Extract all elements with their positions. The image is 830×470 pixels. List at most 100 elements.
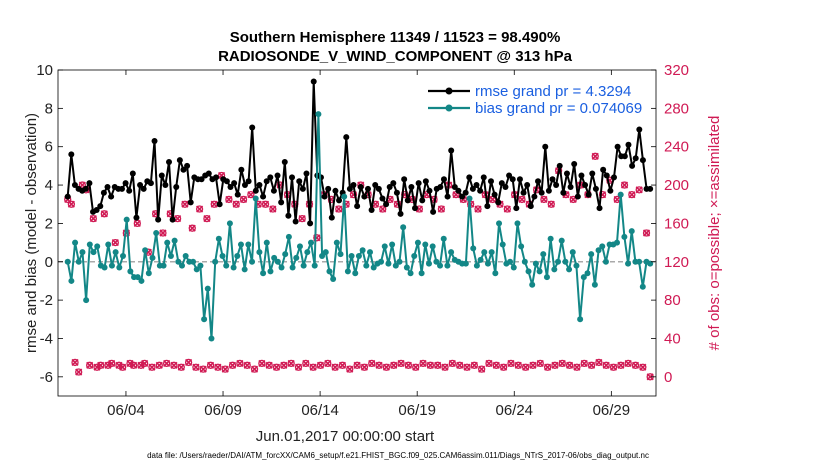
series-point-rmse [328,214,335,221]
series-point-rmse [68,151,75,158]
obs-possible-point [302,359,310,368]
obs-possible-point [75,368,83,376]
legend-marker-bias [445,104,453,112]
obs-possible-point [437,205,446,213]
obs-assimilated-point [390,361,398,369]
y-right-tick-label: 40 [664,330,681,347]
obs-assimilated-point [130,361,138,369]
series-point-rmse [343,134,350,141]
series-point-bias [396,258,403,265]
series-point-rmse [592,185,599,192]
series-point-bias [400,224,407,231]
obs-assimilated-point [250,365,259,373]
y-tick-label: 10 [36,62,53,79]
series-point-bias [326,268,333,275]
series-point-bias [341,193,348,200]
series-point-rmse [448,147,455,154]
y-right-tick-label: 200 [664,177,689,194]
series-point-rmse [249,124,256,131]
series-point-rmse [484,203,491,210]
obs-assimilated-point [507,359,515,367]
series-point-rmse [104,183,111,190]
obs-possible-point [258,359,266,368]
series-point-rmse [610,174,617,181]
series-point-rmse [632,155,639,162]
obs-possible-point [86,361,94,369]
obs-possible-point [89,214,98,223]
series-point-bias [263,239,270,246]
series-point-bias [543,274,550,281]
obs-assimilated-point [324,359,332,367]
obs-assimilated-point [617,361,625,369]
series-point-bias [566,266,573,273]
series-point-bias [429,243,436,250]
series-point-bias [319,253,326,260]
obs-assimilated-point [602,361,610,369]
series-point-bias [267,268,274,275]
obs-assimilated-point [642,229,651,237]
obs-possible-point [192,363,200,371]
obs-possible-point [280,361,288,369]
obs-assimilated-point [221,365,229,373]
obs-assimilated-point [595,358,603,367]
series-point-bias [344,268,351,275]
series-point-bias [407,270,414,277]
series-point-rmse [336,197,343,204]
obs-possible-point [119,363,127,371]
obs-possible-point [573,363,581,371]
series-point-rmse [82,185,89,192]
obs-assimilated-point [108,359,116,367]
series-point-rmse [502,183,509,190]
obs-assimilated-point [353,361,361,369]
obs-possible-point [298,214,306,223]
series-point-rmse [560,189,567,196]
obs-possible-point [569,195,577,204]
series-point-rmse [375,185,382,192]
obs-assimilated-point [492,361,500,369]
series-point-rmse [527,203,534,210]
series-point-bias [558,237,565,244]
obs-assimilated-point [137,361,145,369]
obs-possible-point [239,195,248,204]
y-axis-right-label: # of obs: o=possible; ×=assimilated [706,116,723,351]
series-point-bias [134,274,141,281]
y-right-tick-label: 120 [664,254,689,271]
series-point-bias [285,233,292,240]
series-point-rmse [647,185,654,192]
series-point-rmse [509,176,516,183]
series-point-bias [149,254,156,261]
obs-possible-point [162,359,171,368]
series-point-bias [282,251,289,258]
obs-possible-point [100,210,108,218]
series-point-rmse [162,182,169,189]
obs-possible-point [485,359,493,368]
obs-assimilated-point [126,359,134,367]
series-point-rmse [535,178,542,185]
obs-possible-point [225,195,233,204]
series-point-bias [167,253,174,260]
obs-possible-point [287,359,295,368]
series-point-rmse [625,141,632,148]
series-point-bias [359,247,366,254]
series-point-rmse [227,183,234,190]
obs-possible-point [203,214,211,223]
plot-area [64,78,654,381]
series-point-rmse [354,203,361,210]
obs-assimilated-point [155,361,163,369]
obs-possible-point [269,205,277,213]
obs-possible-point [379,205,387,213]
series-point-bias [532,260,539,267]
series-point-rmse [133,214,140,221]
obs-possible-point [412,363,420,371]
series-point-bias [496,220,503,227]
series-point-bias [175,258,182,265]
obs-assimilated-point [302,359,310,367]
series-point-rmse [629,162,636,169]
series-point-rmse [582,182,589,189]
series-point-rmse [379,195,386,202]
series-point-bias [241,266,248,273]
series-point-rmse [574,193,581,200]
obs-possible-point [547,200,555,208]
series-point-bias [477,256,484,263]
series-point-bias [577,316,584,323]
